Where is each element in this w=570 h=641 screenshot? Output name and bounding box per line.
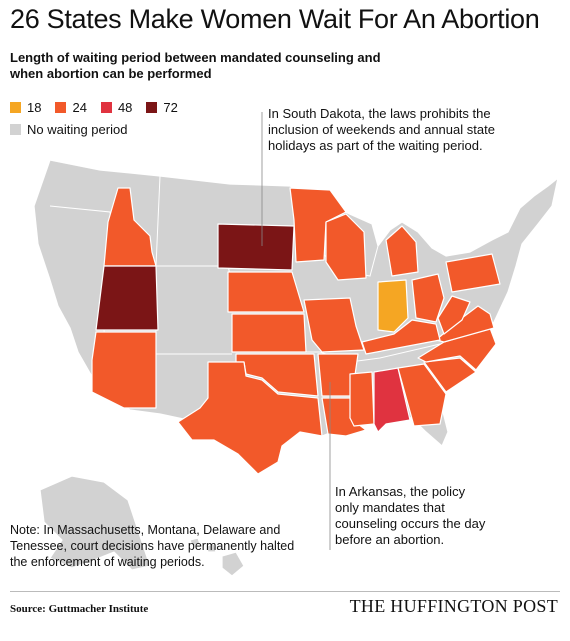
legend-label-72: 72: [163, 99, 178, 115]
legend-item-72: 72: [146, 99, 178, 115]
legend-swatch-72: [146, 101, 158, 113]
state-indiana: [377, 279, 409, 333]
source-credit: Source: Guttmacher Institute: [10, 603, 149, 615]
legend-swatch-none: [10, 123, 21, 135]
legend-item-none: No waiting period: [10, 122, 127, 137]
legend-label-18: 18: [27, 99, 42, 115]
state-michigan: [385, 225, 419, 277]
legend-item-18: 18: [10, 100, 41, 115]
hawaii-island-1: [189, 537, 201, 547]
legend-row-none: No waiting period: [10, 118, 192, 140]
state-kansas: [231, 313, 307, 353]
annotation-south-dakota: In South Dakota, the laws prohibits the …: [268, 106, 495, 153]
legend-row-hours: 18 24 48 72: [10, 96, 192, 118]
page-subtitle: Length of waiting period between mandate…: [10, 50, 381, 81]
legend-label-48: 48: [117, 99, 133, 115]
legend-swatch-24: [55, 101, 67, 113]
state-wisconsin: [325, 213, 367, 281]
annotation-arkansas: In Arkansas, the policy only mandates th…: [335, 484, 486, 547]
state-ohio: [411, 273, 445, 323]
state-missouri: [303, 297, 365, 353]
legend-item-24: 24: [55, 99, 87, 115]
legend-item-48: 48: [100, 99, 133, 115]
hawaii-island-3: [221, 551, 245, 577]
legend-label-none: No waiting period: [27, 121, 128, 137]
waiting-period-states: [91, 187, 501, 475]
legend-swatch-18: [10, 101, 21, 113]
alaska-shape: [39, 475, 151, 571]
hawaii-island-2: [205, 543, 217, 553]
state-utah: [95, 265, 159, 331]
state-texas: [177, 361, 323, 475]
legend-swatch-48: [100, 101, 112, 113]
state-pennsylvania: [445, 253, 501, 293]
state-nebraska: [227, 271, 305, 313]
legend-label-24: 24: [72, 99, 87, 115]
state-georgia: [397, 363, 447, 427]
state-south-dakota: [217, 223, 295, 271]
state-mississippi: [349, 371, 375, 427]
legend: 18 24 48 72 No waiting period: [10, 96, 192, 140]
state-arizona: [91, 331, 157, 409]
state-south-carolina: [423, 357, 477, 393]
state-kentucky: [361, 319, 441, 355]
annotation-leaders: [261, 112, 331, 550]
state-west-virginia: [437, 295, 471, 335]
page-title: 26 States Make Women Wait For An Abortio…: [10, 4, 540, 34]
footer-divider: [10, 591, 560, 592]
annotation-note: Note: In Massachusetts, Montana, Delawar…: [10, 523, 295, 569]
brand-logo: THE HUFFINGTON POST: [349, 596, 558, 616]
state-idaho: [103, 187, 157, 267]
state-minnesota: [289, 187, 347, 263]
